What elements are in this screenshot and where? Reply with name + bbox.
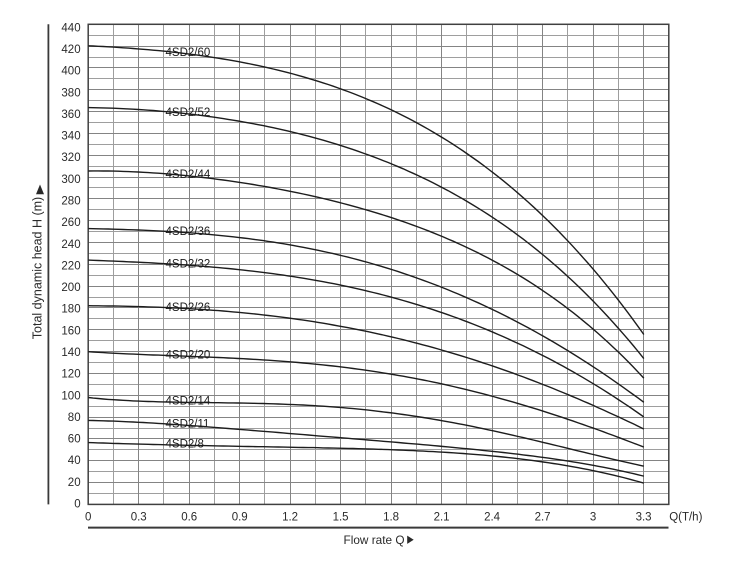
svg-text:4SD2/52: 4SD2/52 (166, 107, 211, 119)
svg-text:160: 160 (61, 325, 80, 337)
svg-text:400: 400 (61, 66, 80, 78)
svg-text:0: 0 (85, 511, 91, 523)
svg-text:60: 60 (68, 434, 81, 446)
svg-text:3: 3 (590, 511, 596, 523)
svg-text:260: 260 (61, 217, 80, 229)
svg-text:20: 20 (68, 477, 81, 489)
svg-text:2.1: 2.1 (434, 511, 450, 523)
svg-text:140: 140 (61, 347, 80, 359)
svg-text:4SD2/44: 4SD2/44 (166, 169, 211, 181)
svg-text:80: 80 (68, 412, 81, 424)
svg-text:380: 380 (61, 87, 80, 99)
svg-text:0.3: 0.3 (131, 511, 147, 523)
svg-text:2.4: 2.4 (484, 511, 501, 523)
svg-text:420: 420 (61, 44, 80, 56)
svg-text:4SD2/20: 4SD2/20 (166, 349, 211, 361)
svg-text:1.8: 1.8 (383, 511, 399, 523)
svg-text:320: 320 (61, 152, 80, 164)
svg-text:1.5: 1.5 (333, 511, 349, 523)
svg-text:3.3: 3.3 (636, 511, 652, 523)
svg-text:100: 100 (61, 390, 80, 402)
svg-text:4SD2/8: 4SD2/8 (166, 438, 204, 450)
svg-text:280: 280 (61, 196, 80, 208)
svg-text:0.6: 0.6 (181, 511, 197, 523)
svg-text:240: 240 (61, 239, 80, 251)
svg-text:220: 220 (61, 260, 80, 272)
svg-text:Q(T/h): Q(T/h) (669, 511, 702, 523)
svg-text:4SD2/14: 4SD2/14 (166, 396, 211, 408)
svg-text:4SD2/60: 4SD2/60 (166, 47, 211, 59)
svg-text:200: 200 (61, 282, 80, 294)
svg-text:1.2: 1.2 (282, 511, 298, 523)
svg-text:Flow rate Q: Flow rate Q (344, 533, 405, 547)
svg-text:4SD2/36: 4SD2/36 (166, 226, 211, 238)
svg-text:4SD2/11: 4SD2/11 (166, 419, 210, 431)
svg-text:0: 0 (74, 499, 80, 511)
svg-text:4SD2/26: 4SD2/26 (166, 302, 211, 314)
svg-text:440: 440 (61, 22, 80, 34)
svg-text:180: 180 (61, 304, 80, 316)
svg-text:0.9: 0.9 (232, 511, 248, 523)
svg-text:120: 120 (61, 369, 80, 381)
svg-text:340: 340 (61, 131, 80, 143)
svg-text:4SD2/32: 4SD2/32 (166, 258, 211, 270)
svg-text:40: 40 (68, 455, 81, 467)
svg-text:300: 300 (61, 174, 80, 186)
svg-text:Total dynamic head H (m): Total dynamic head H (m) (31, 197, 45, 339)
svg-text:360: 360 (61, 109, 80, 121)
svg-text:2.7: 2.7 (535, 511, 551, 523)
